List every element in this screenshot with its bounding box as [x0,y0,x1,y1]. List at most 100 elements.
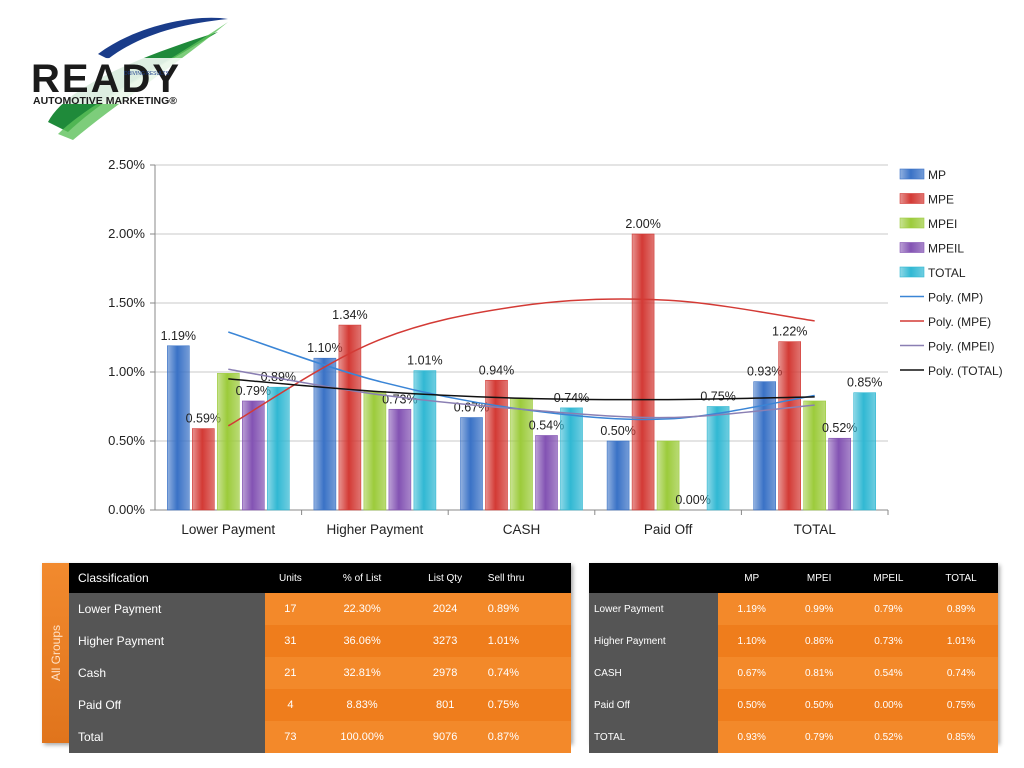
table-header-row: Classification Units % of List List Qty … [69,563,571,593]
x-tick-label: Higher Payment [327,522,424,537]
row-label: Lower Payment [69,593,266,625]
trendline-polympe [227,298,815,427]
cell-qty: 3273 [408,625,482,657]
cell-total: 0.89% [923,593,998,625]
data-label: 1.22% [772,325,807,339]
data-label: 0.75% [700,390,735,404]
cell-total: 0.85% [923,721,998,753]
row-label: CASH [589,657,718,689]
data-label: 0.59% [186,412,221,426]
sell-thru-chart: 0.00% 0.50% 1.00% 1.50% 2.00% 2.50% 1.19% 0.59%… [100,150,1020,550]
legend-swatch [899,242,925,253]
cell-mpeil: 0.00% [852,689,924,721]
data-label: 0.54% [529,418,564,432]
row-label: Lower Payment [589,593,718,625]
cell-mpei: 0.86% [785,625,853,657]
header-total: TOTAL [923,563,998,593]
data-label: 1.34% [332,308,367,322]
rates-table: MP MPEI MPEIL TOTAL Lower Payment 1.19% … [589,563,998,753]
header-blank [589,563,718,593]
data-label: 0.74% [554,391,589,405]
data-label: 0.67% [454,401,489,415]
trendline-polympei [228,368,815,419]
legend-label: Poly. (MPEI) [928,340,994,354]
logo-brand-text: READY [31,57,181,101]
bar-mpeil [535,435,558,511]
cell-mpeil: 0.54% [852,657,924,689]
bar-mpei [803,400,827,511]
bar-mpei [656,440,680,511]
cell-mpeil: 0.52% [852,721,924,753]
cell-mpei: 0.79% [785,721,853,753]
bar-mp [460,417,483,511]
cell-sellthru: 0.87% [481,721,571,753]
legend-label: MPE [928,193,954,207]
x-tick-label: TOTAL [794,522,837,537]
cell-mp: 0.93% [718,721,786,753]
x-tick-label: Lower Payment [181,522,275,537]
logo-swoosh-blue [98,17,228,59]
table-row: Lower Payment 1.19% 0.99% 0.79% 0.89% [589,593,998,625]
bar-mpe [631,233,655,511]
cell-units: 73 [265,721,316,753]
row-label: TOTAL [589,721,718,753]
cell-qty: 2024 [408,593,482,625]
bar-mpe [192,428,215,511]
bar-mpeil [388,408,412,511]
row-label: Cash [69,657,266,689]
legend-label: TOTAL [928,266,966,280]
bar-mp [167,345,190,511]
y-tick-label: 1.00% [108,364,145,379]
cell-sellthru: 0.75% [481,689,571,721]
legend-swatch [899,217,925,229]
cell-sellthru: 0.89% [481,593,571,625]
bar-total [706,406,730,511]
table-row: Paid Off 4 8.83% 801 0.75% [69,689,571,721]
bar-total [267,386,290,511]
table-row: CASH 0.67% 0.81% 0.54% 0.74% [589,657,998,689]
header-pct-of-list: % of List [315,563,409,593]
classification-table-grid: Classification Units % of List List Qty … [69,563,571,753]
legend-swatch [899,168,925,180]
row-label: Higher Payment [69,625,266,657]
bar-mpei [217,373,240,511]
table-row: Paid Off 0.50% 0.50% 0.00% 0.75% [589,689,998,721]
bar-mp [606,440,630,511]
table-row: Higher Payment 1.10% 0.86% 0.73% 1.01% [589,625,998,657]
ready-logo: READY DRIVING RESULTS AUTOMOTIVE MARKETI… [28,14,238,144]
table-row: Lower Payment 17 22.30% 2024 0.89% [69,593,571,625]
y-tick-label: 0.00% [108,502,145,517]
data-label: 0.00% [675,493,710,507]
cell-mpei: 0.50% [785,689,853,721]
cell-sellthru: 1.01% [481,625,571,657]
cell-pct: 8.83% [315,689,409,721]
cell-pct: 22.30% [315,593,409,625]
y-tick-label: 2.50% [108,157,145,172]
header-mpeil: MPEIL [852,563,924,593]
rates-table-grid: MP MPEI MPEIL TOTAL Lower Payment 1.19% … [589,563,998,753]
data-label: 0.79% [236,384,271,398]
bar-mp [753,381,777,511]
cell-sellthru: 0.74% [481,657,571,689]
data-label: 1.19% [161,329,196,343]
table-row: Total 73 100.00% 9076 0.87% [69,721,571,753]
y-tick-label: 0.50% [108,433,145,448]
bar-total [413,370,437,511]
table-row: TOTAL 0.93% 0.79% 0.52% 0.85% [589,721,998,753]
cell-total: 0.74% [923,657,998,689]
legend-swatch [899,193,925,204]
bar-total [560,407,583,511]
row-label: Paid Off [589,689,718,721]
logo-graphic: READY DRIVING RESULTS AUTOMOTIVE MARKETI… [28,17,233,140]
cell-mpeil: 0.79% [852,593,924,625]
legend-label: Poly. (TOTAL) [928,364,1003,378]
cell-total: 1.01% [923,625,998,657]
bar-mpei [363,391,387,511]
table-row: Cash 21 32.81% 2978 0.74% [69,657,571,689]
y-tick-label: 2.00% [108,226,145,241]
cell-pct: 32.81% [315,657,409,689]
header-mpei: MPEI [785,563,853,593]
cell-units: 17 [265,593,316,625]
data-label: 1.10% [307,341,342,355]
header-mp: MP [718,563,786,593]
